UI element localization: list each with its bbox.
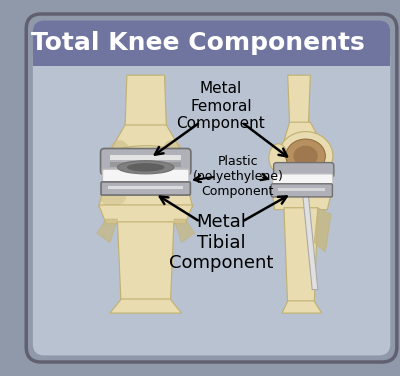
Polygon shape	[99, 193, 193, 207]
Polygon shape	[284, 208, 318, 308]
Bar	[278, 188, 325, 191]
Polygon shape	[288, 75, 310, 125]
Ellipse shape	[293, 146, 318, 166]
Ellipse shape	[109, 140, 130, 166]
Polygon shape	[99, 205, 193, 224]
Ellipse shape	[100, 189, 126, 206]
Polygon shape	[314, 208, 331, 252]
Polygon shape	[282, 301, 322, 313]
Polygon shape	[106, 125, 185, 158]
Polygon shape	[97, 219, 118, 243]
FancyBboxPatch shape	[100, 149, 191, 175]
FancyBboxPatch shape	[102, 169, 189, 186]
FancyBboxPatch shape	[33, 21, 390, 355]
FancyBboxPatch shape	[101, 182, 190, 195]
FancyBboxPatch shape	[274, 162, 334, 177]
Polygon shape	[273, 195, 331, 210]
Ellipse shape	[127, 163, 164, 171]
Polygon shape	[174, 219, 195, 243]
Text: Total Knee Components: Total Knee Components	[30, 31, 364, 55]
Bar	[108, 186, 183, 189]
Text: Metal
Tibial
Component: Metal Tibial Component	[169, 213, 273, 272]
Polygon shape	[118, 222, 174, 308]
Ellipse shape	[269, 144, 288, 172]
FancyBboxPatch shape	[273, 174, 333, 188]
Ellipse shape	[278, 132, 333, 180]
Polygon shape	[125, 75, 166, 128]
Ellipse shape	[286, 139, 325, 173]
Bar	[110, 155, 182, 160]
Polygon shape	[110, 299, 182, 313]
Bar	[33, 43, 390, 66]
Ellipse shape	[162, 140, 182, 166]
Polygon shape	[303, 196, 318, 290]
Ellipse shape	[118, 161, 174, 174]
Text: Metal
Femoral
Component: Metal Femoral Component	[176, 81, 265, 131]
FancyBboxPatch shape	[26, 14, 397, 362]
FancyBboxPatch shape	[33, 21, 390, 66]
Polygon shape	[280, 122, 327, 153]
FancyBboxPatch shape	[271, 184, 332, 197]
Text: Plastic
(polyethylene)
Component: Plastic (polyethylene) Component	[192, 155, 283, 198]
Bar	[110, 162, 182, 167]
Ellipse shape	[104, 146, 187, 174]
